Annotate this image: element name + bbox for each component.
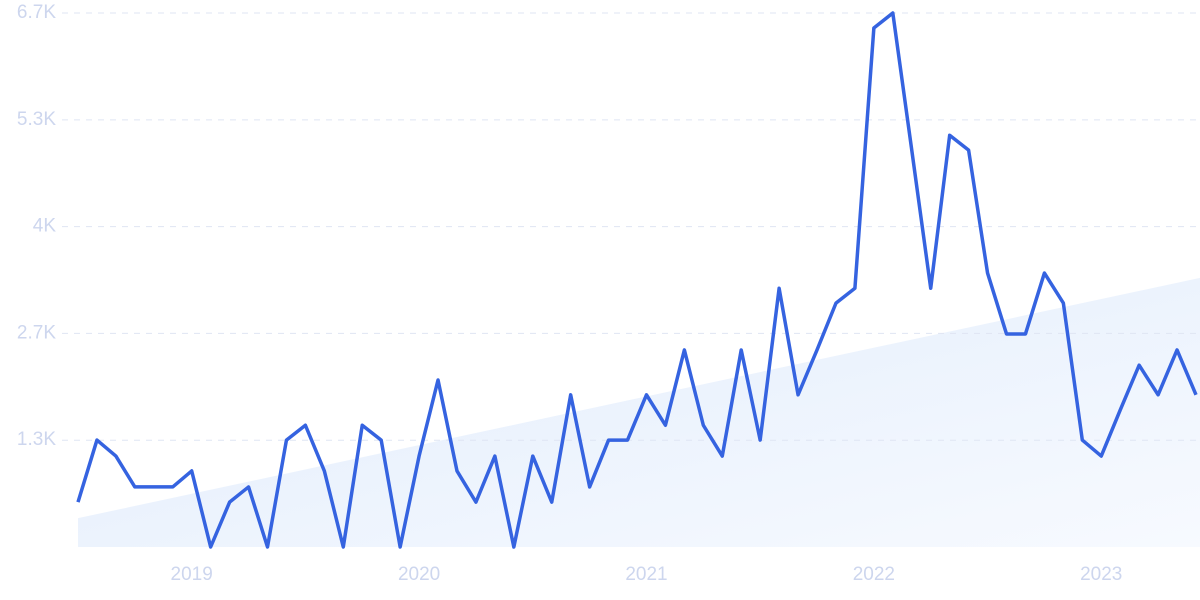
- x-tick-label: 2022: [853, 564, 895, 585]
- y-tick-label: 6.7K: [17, 2, 56, 23]
- y-tick-label: 1.3K: [17, 429, 56, 450]
- y-tick-label: 5.3K: [17, 109, 56, 130]
- data-line: [76, 11, 1198, 549]
- x-tick-label: 2020: [398, 564, 440, 585]
- x-tick-label: 2023: [1080, 564, 1122, 585]
- x-tick-label: 2019: [171, 564, 213, 585]
- x-tick-label: 2021: [625, 564, 667, 585]
- y-tick-label: 2.7K: [17, 322, 56, 343]
- y-tick-label: 4K: [33, 216, 57, 237]
